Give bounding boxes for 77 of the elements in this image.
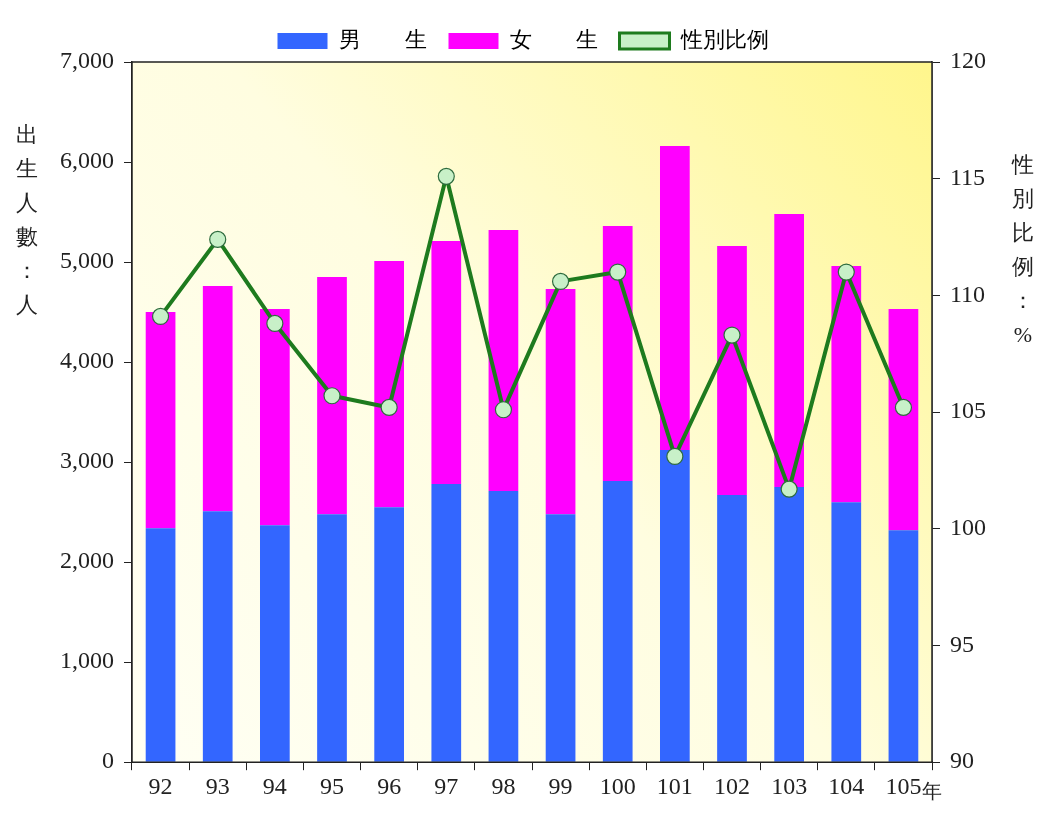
x-tick-label: 94 <box>262 772 287 799</box>
bar <box>774 487 804 762</box>
y-tick-label: 4,000 <box>60 347 114 374</box>
y2-tick-label: 100 <box>950 514 986 541</box>
y-axis-title: 出生人數：人 <box>15 121 39 319</box>
point <box>894 398 913 417</box>
x-tick-label: 99 <box>548 772 573 799</box>
y2-tick-label: 105 <box>950 397 986 424</box>
point <box>380 398 398 417</box>
x-tick-label: 104 <box>828 772 865 799</box>
bar <box>888 309 919 531</box>
x-tick-label: 92 <box>148 772 173 799</box>
y-tick-label: 2,000 <box>60 547 114 574</box>
bar <box>260 309 290 526</box>
point <box>723 326 741 344</box>
y-tick-label: 0 <box>102 747 114 774</box>
bar <box>602 481 633 762</box>
point <box>780 480 798 498</box>
bar <box>317 514 347 762</box>
point <box>437 167 455 185</box>
bar <box>431 484 462 762</box>
y-tick-label: 5,000 <box>60 247 114 274</box>
y2-axis-title: 性別比例：% <box>1010 151 1035 349</box>
x-tick-label: 93 <box>205 772 230 799</box>
x-tick-label: 105 <box>885 772 922 799</box>
bar <box>374 261 404 508</box>
x-tick-label: 96 <box>377 772 402 799</box>
x-tick-label: 97 <box>434 772 459 799</box>
point <box>209 230 227 248</box>
x-tick-label: 100 <box>599 772 636 799</box>
bar <box>717 495 747 762</box>
bar <box>374 507 404 762</box>
y2-tick-label: 110 <box>950 280 986 307</box>
bar <box>545 289 576 515</box>
point <box>837 263 855 281</box>
y2-tick-label: 120 <box>950 47 986 74</box>
bar <box>431 241 462 485</box>
legend-label: 男 生 <box>338 26 427 52</box>
y-tick-label: 1,000 <box>60 647 114 674</box>
legend-label: 性別比例 <box>679 26 769 52</box>
bar <box>717 246 747 496</box>
bar <box>660 450 690 762</box>
bar <box>260 525 290 762</box>
bar <box>488 230 519 492</box>
point <box>609 263 627 281</box>
point <box>151 307 170 326</box>
bar <box>831 266 862 503</box>
bar <box>660 146 690 451</box>
bar <box>145 528 176 762</box>
x-tick-label: 102 <box>714 772 750 799</box>
y-tick-label: 7,000 <box>60 47 114 74</box>
y2-tick-label: 90 <box>950 747 974 774</box>
point <box>494 401 513 419</box>
bar <box>602 226 633 482</box>
bar <box>774 214 804 488</box>
x-tick-label: 95 <box>320 772 344 799</box>
bar <box>317 277 347 515</box>
point <box>666 447 684 466</box>
bar <box>888 530 919 762</box>
x-tick-label: 98 <box>491 772 516 799</box>
bar <box>202 286 233 512</box>
y-tick-label: 6,000 <box>60 147 114 174</box>
legend-label: 女 生 <box>509 26 598 52</box>
y2-tick-label: 115 <box>950 164 986 190</box>
y-tick-label: 3,000 <box>60 447 114 474</box>
x-tick-label: 103 <box>771 772 808 799</box>
point <box>551 272 570 290</box>
bar <box>145 312 176 529</box>
x-tick-label: 101 <box>656 772 693 799</box>
point <box>266 314 284 333</box>
bar <box>545 514 576 762</box>
bar <box>488 491 519 762</box>
x-axis-title: 年 <box>922 779 942 804</box>
point <box>323 387 341 405</box>
bar <box>831 502 862 762</box>
y2-tick-label: 95 <box>950 630 974 657</box>
bar <box>202 511 233 762</box>
